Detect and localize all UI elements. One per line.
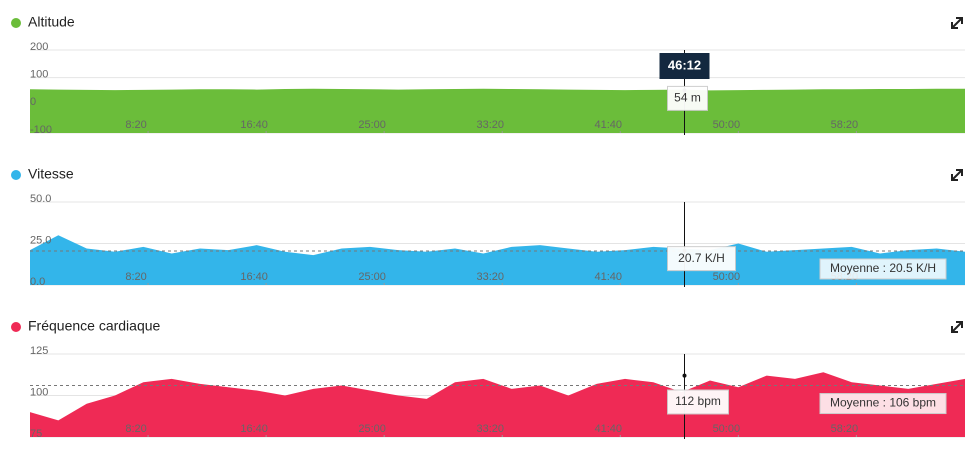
x-tick-label: 33:20: [476, 119, 504, 131]
x-tick-label: 50:00: [713, 119, 741, 131]
x-tick-label: 16:40: [240, 119, 268, 131]
average-label: Moyenne : 106 bpm: [830, 396, 936, 410]
x-tick-label: 8:20: [125, 119, 146, 131]
y-tick-label: 125: [30, 345, 48, 357]
y-tick-label: 0.0: [30, 276, 45, 288]
x-tick-label: 50:00: [713, 423, 741, 435]
crosshair-time-box: [659, 53, 710, 79]
tooltip-label: 54 m: [674, 91, 701, 105]
legend-dot: [11, 170, 21, 180]
y-tick-label: 200: [30, 41, 48, 53]
crosshair-time: 46:12: [668, 57, 701, 72]
y-tick-label: 25.0: [30, 234, 51, 246]
y-tick-label: -100: [30, 124, 52, 136]
x-tick-label: 58:20: [831, 423, 859, 435]
x-tick-label: 25:00: [358, 119, 386, 131]
x-tick-label: 16:40: [240, 423, 268, 435]
average-box: [819, 393, 947, 415]
x-tick-label: 58:20: [831, 119, 859, 131]
x-tick-label: 8:20: [125, 423, 146, 435]
x-tick-label: 8:20: [125, 271, 146, 283]
x-tick-label: 41:40: [595, 423, 623, 435]
x-tick-label: 33:20: [476, 423, 504, 435]
y-tick-label: 100: [30, 69, 48, 81]
tooltip-point: [682, 373, 687, 378]
tooltip-box: [667, 246, 736, 272]
expand-icon[interactable]: [951, 321, 963, 333]
area: [30, 88, 965, 133]
chart-title: Altitude: [28, 14, 75, 30]
x-tick-label: 41:40: [595, 271, 623, 283]
x-tick-label: 25:00: [358, 271, 386, 283]
x-tick-label: 33:20: [476, 271, 504, 283]
chart-title: Vitesse: [28, 166, 74, 182]
chart-title: Fréquence cardiaque: [28, 318, 161, 334]
legend-dot: [11, 18, 21, 28]
tooltip-label: 112 bpm: [675, 394, 721, 408]
expand-icon[interactable]: [951, 17, 963, 29]
x-tick-label: 16:40: [240, 271, 268, 283]
x-tick-label: 50:00: [713, 271, 741, 283]
y-tick-label: 100: [30, 386, 48, 398]
x-tick-label: 25:00: [358, 423, 386, 435]
tooltip-box: [667, 389, 729, 415]
expand-icon[interactable]: [951, 169, 963, 181]
y-tick-label: 0: [30, 96, 36, 108]
average-label: Moyenne : 20.5 K/H: [830, 261, 936, 275]
x-tick-label: 41:40: [595, 119, 623, 131]
y-tick-label: 50.0: [30, 193, 51, 205]
tooltip-box: [667, 85, 708, 111]
y-tick-label: 75: [30, 428, 42, 440]
tooltip-label: 20.7 K/H: [678, 251, 725, 265]
legend-dot: [11, 322, 21, 332]
average-box: [819, 258, 947, 280]
area: [30, 372, 965, 437]
